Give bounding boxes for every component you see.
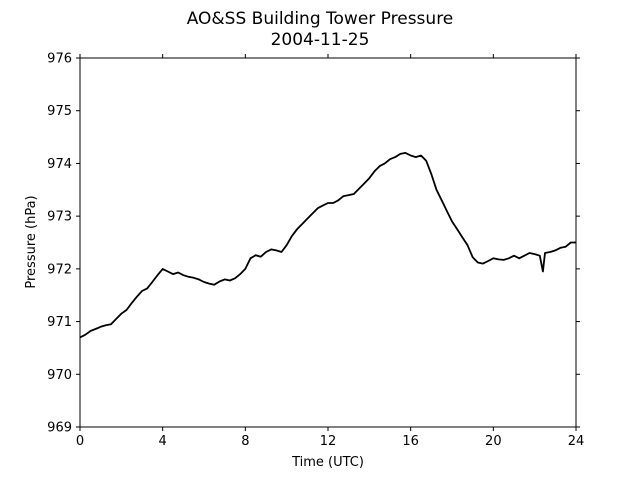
x-tick-label: 16 bbox=[402, 434, 419, 449]
plot-frame bbox=[79, 57, 577, 428]
y-tick-label: 972 bbox=[47, 262, 72, 277]
y-tick-label: 971 bbox=[47, 315, 72, 330]
y-tick-label: 973 bbox=[47, 210, 72, 225]
y-tick-label: 974 bbox=[47, 157, 72, 172]
x-tick-label: 8 bbox=[241, 434, 249, 449]
x-tick-label: 4 bbox=[159, 434, 167, 449]
y-tick-label: 970 bbox=[47, 368, 72, 383]
y-axis-label: Pressure (hPa) bbox=[24, 195, 39, 288]
x-tick-label: 12 bbox=[320, 434, 337, 449]
axis-ticks: 0 4 8 12 16 20 24 969 970 971 972 973 974 975 976 bbox=[47, 52, 584, 450]
x-tick-label: 24 bbox=[568, 434, 585, 449]
chart-subtitle: 2004-11-25 bbox=[271, 30, 370, 50]
x-axis-label: Time (UTC) bbox=[291, 455, 364, 470]
pressure-series-line bbox=[79, 152, 576, 339]
y-tick-label: 975 bbox=[47, 104, 72, 119]
y-tick-label: 976 bbox=[47, 52, 72, 67]
x-tick-label: 0 bbox=[76, 434, 84, 449]
chart-title: AO&SS Building Tower Pressure bbox=[187, 9, 454, 29]
y-tick-label: 969 bbox=[47, 421, 72, 436]
x-tick-label: 20 bbox=[485, 434, 502, 449]
plot-area: 0 4 8 12 16 20 24 969 970 971 972 973 974 975 976 bbox=[47, 52, 584, 450]
